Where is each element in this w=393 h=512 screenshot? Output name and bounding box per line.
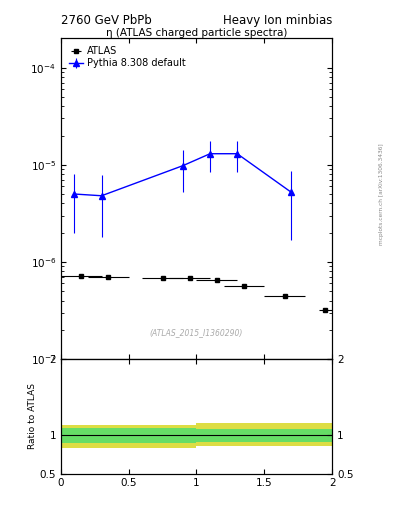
Y-axis label: Ratio to ATLAS: Ratio to ATLAS: [28, 383, 37, 450]
Text: Heavy Ion minbias: Heavy Ion minbias: [223, 14, 332, 27]
Legend: ATLAS, Pythia 8.308 default: ATLAS, Pythia 8.308 default: [66, 43, 189, 71]
Text: 2760 GeV PbPb: 2760 GeV PbPb: [61, 14, 152, 27]
Title: η (ATLAS charged particle spectra): η (ATLAS charged particle spectra): [106, 28, 287, 37]
Text: mcplots.cern.ch [arXiv:1306.3436]: mcplots.cern.ch [arXiv:1306.3436]: [379, 144, 384, 245]
Text: (ATLAS_2015_I1360290): (ATLAS_2015_I1360290): [150, 328, 243, 336]
